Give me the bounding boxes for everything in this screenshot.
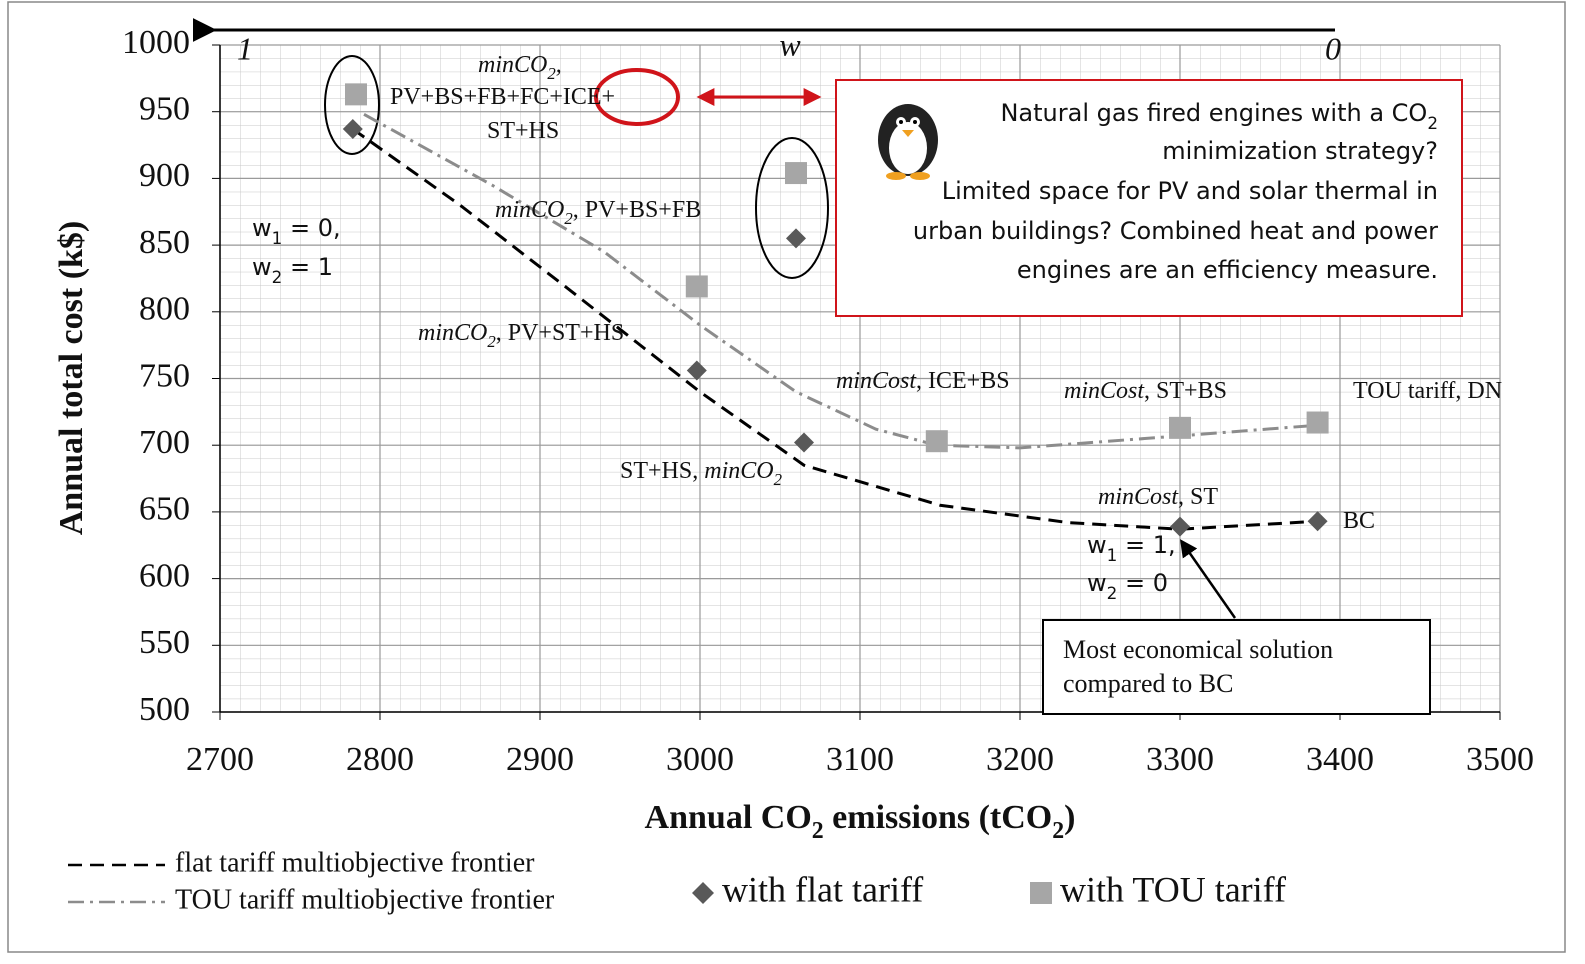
text-part: 1 bbox=[1107, 545, 1118, 565]
y-tick-label: 950 bbox=[139, 90, 190, 127]
text-part: = 0 bbox=[1117, 569, 1168, 597]
callout-text: minimization strategy? bbox=[1162, 137, 1438, 165]
annotation: minCost, ST bbox=[1098, 484, 1218, 510]
callout-text: engines are an efficiency measure. bbox=[1017, 256, 1438, 284]
text-part: 2 bbox=[272, 267, 283, 287]
text-part: minCO bbox=[495, 197, 564, 223]
x-tick-label: 3000 bbox=[666, 741, 734, 778]
point bbox=[926, 430, 948, 452]
callout-text: Limited space for PV and solar thermal i… bbox=[942, 177, 1438, 205]
point bbox=[1169, 417, 1191, 439]
text-part: 1 bbox=[272, 228, 283, 248]
y-tick-label: 850 bbox=[139, 224, 190, 261]
text-part: Annual CO bbox=[645, 799, 812, 836]
text-part: w bbox=[252, 253, 272, 281]
x-axis-label: Annual CO2 emissions (tCO2) bbox=[645, 799, 1076, 845]
chart: 1 w 0 Most economical solution compared … bbox=[0, 0, 1585, 964]
annotation: BC bbox=[1343, 508, 1375, 534]
text-part: w bbox=[1087, 569, 1107, 597]
y-axis-label: Annual total cost (k$) bbox=[53, 221, 90, 536]
note-text: Most economical solution bbox=[1063, 635, 1333, 664]
weight-start: 1 bbox=[237, 30, 253, 66]
y-tick-label: 650 bbox=[139, 491, 190, 528]
x-tick-label: 3500 bbox=[1466, 741, 1534, 778]
weight-label: w bbox=[779, 26, 801, 62]
x-tick-label: 3400 bbox=[1306, 741, 1374, 778]
annotation: TOU tariff, DN bbox=[1353, 378, 1502, 404]
text-part: emissions (tCO bbox=[824, 799, 1053, 836]
text-part: minCost bbox=[1098, 484, 1179, 510]
annotation: ST+HS bbox=[487, 118, 559, 144]
text-part: TOU tariff, DN bbox=[1353, 378, 1502, 404]
text-part: , ICE+BS bbox=[916, 368, 1010, 394]
text-part: minCO bbox=[418, 320, 487, 346]
text-part: Natural gas fired engines with a CO bbox=[1000, 99, 1427, 127]
text-part: 2 bbox=[1107, 583, 1118, 603]
y-tick-label: 500 bbox=[139, 691, 190, 728]
x-tick-label: 3200 bbox=[986, 741, 1054, 778]
text-part: urban buildings? Combined heat and power bbox=[913, 217, 1438, 245]
text-part: w bbox=[1087, 531, 1107, 559]
text-part: w bbox=[252, 214, 272, 242]
text-part: minCO bbox=[478, 52, 547, 78]
text-part: ST+HS, bbox=[620, 458, 704, 484]
text-part: BC bbox=[1343, 508, 1375, 534]
text-part: minCost bbox=[1064, 378, 1145, 404]
y-tick-label: 600 bbox=[139, 557, 190, 594]
legend-label: with flat tariff bbox=[722, 869, 923, 909]
text-part: Limited space for PV and solar thermal i… bbox=[942, 177, 1438, 205]
annotation: minCost, ST+BS bbox=[1064, 378, 1227, 404]
legend-label: flat tariff multiobjective frontier bbox=[175, 847, 535, 878]
text-part: = 1 bbox=[282, 253, 333, 281]
y-tick-label: 700 bbox=[139, 424, 190, 461]
y-tick-label: 1000 bbox=[122, 24, 190, 61]
text-part: , bbox=[556, 52, 562, 78]
text-part: minCost bbox=[836, 368, 917, 394]
x-tick-label: 2800 bbox=[346, 741, 414, 778]
text-part: , ST bbox=[1178, 484, 1218, 510]
text-part: minimization strategy? bbox=[1162, 137, 1438, 165]
text-part: ST+HS bbox=[487, 118, 559, 144]
text-part: PV+BS+FB+FC+ICE+ bbox=[390, 84, 615, 110]
legend-label: with TOU tariff bbox=[1060, 869, 1286, 909]
legend-label: TOU tariff multiobjective frontier bbox=[175, 884, 555, 915]
legend-marker bbox=[1030, 882, 1052, 904]
annotation: PV+BS+FB+FC+ICE+ bbox=[390, 84, 615, 110]
x-tick-label: 3100 bbox=[826, 741, 894, 778]
y-tick-label: 550 bbox=[139, 624, 190, 661]
text-part: ) bbox=[1064, 799, 1075, 836]
point bbox=[686, 275, 708, 297]
weight-end: 0 bbox=[1325, 30, 1341, 66]
x-tick-label: 2900 bbox=[506, 741, 574, 778]
y-tick-label: 900 bbox=[139, 157, 190, 194]
text-part: engines are an efficiency measure. bbox=[1017, 256, 1438, 284]
annotation: minCost, ICE+BS bbox=[836, 368, 1010, 394]
point bbox=[785, 162, 807, 184]
point bbox=[1307, 412, 1329, 434]
text-part: 2 bbox=[774, 470, 783, 489]
text-part: , PV+BS+FB bbox=[573, 197, 701, 223]
text-part: , PV+ST+HS bbox=[496, 320, 624, 346]
text-part: 2 bbox=[1427, 113, 1438, 133]
text-part: = 1, bbox=[1117, 531, 1175, 559]
legend-marker bbox=[692, 882, 714, 904]
y-tick-label: 750 bbox=[139, 357, 190, 394]
text-part: = 0, bbox=[282, 214, 340, 242]
note-text: compared to BC bbox=[1063, 669, 1233, 698]
callout-text: urban buildings? Combined heat and power bbox=[913, 217, 1438, 245]
text-part: minCO bbox=[704, 458, 773, 484]
text-part: 2 bbox=[812, 818, 824, 844]
text-part: , ST+BS bbox=[1144, 378, 1227, 404]
text-part: 2 bbox=[1052, 818, 1064, 844]
x-tick-label: 2700 bbox=[186, 741, 254, 778]
point bbox=[345, 83, 367, 105]
y-tick-label: 800 bbox=[139, 291, 190, 328]
x-tick-label: 3300 bbox=[1146, 741, 1214, 778]
